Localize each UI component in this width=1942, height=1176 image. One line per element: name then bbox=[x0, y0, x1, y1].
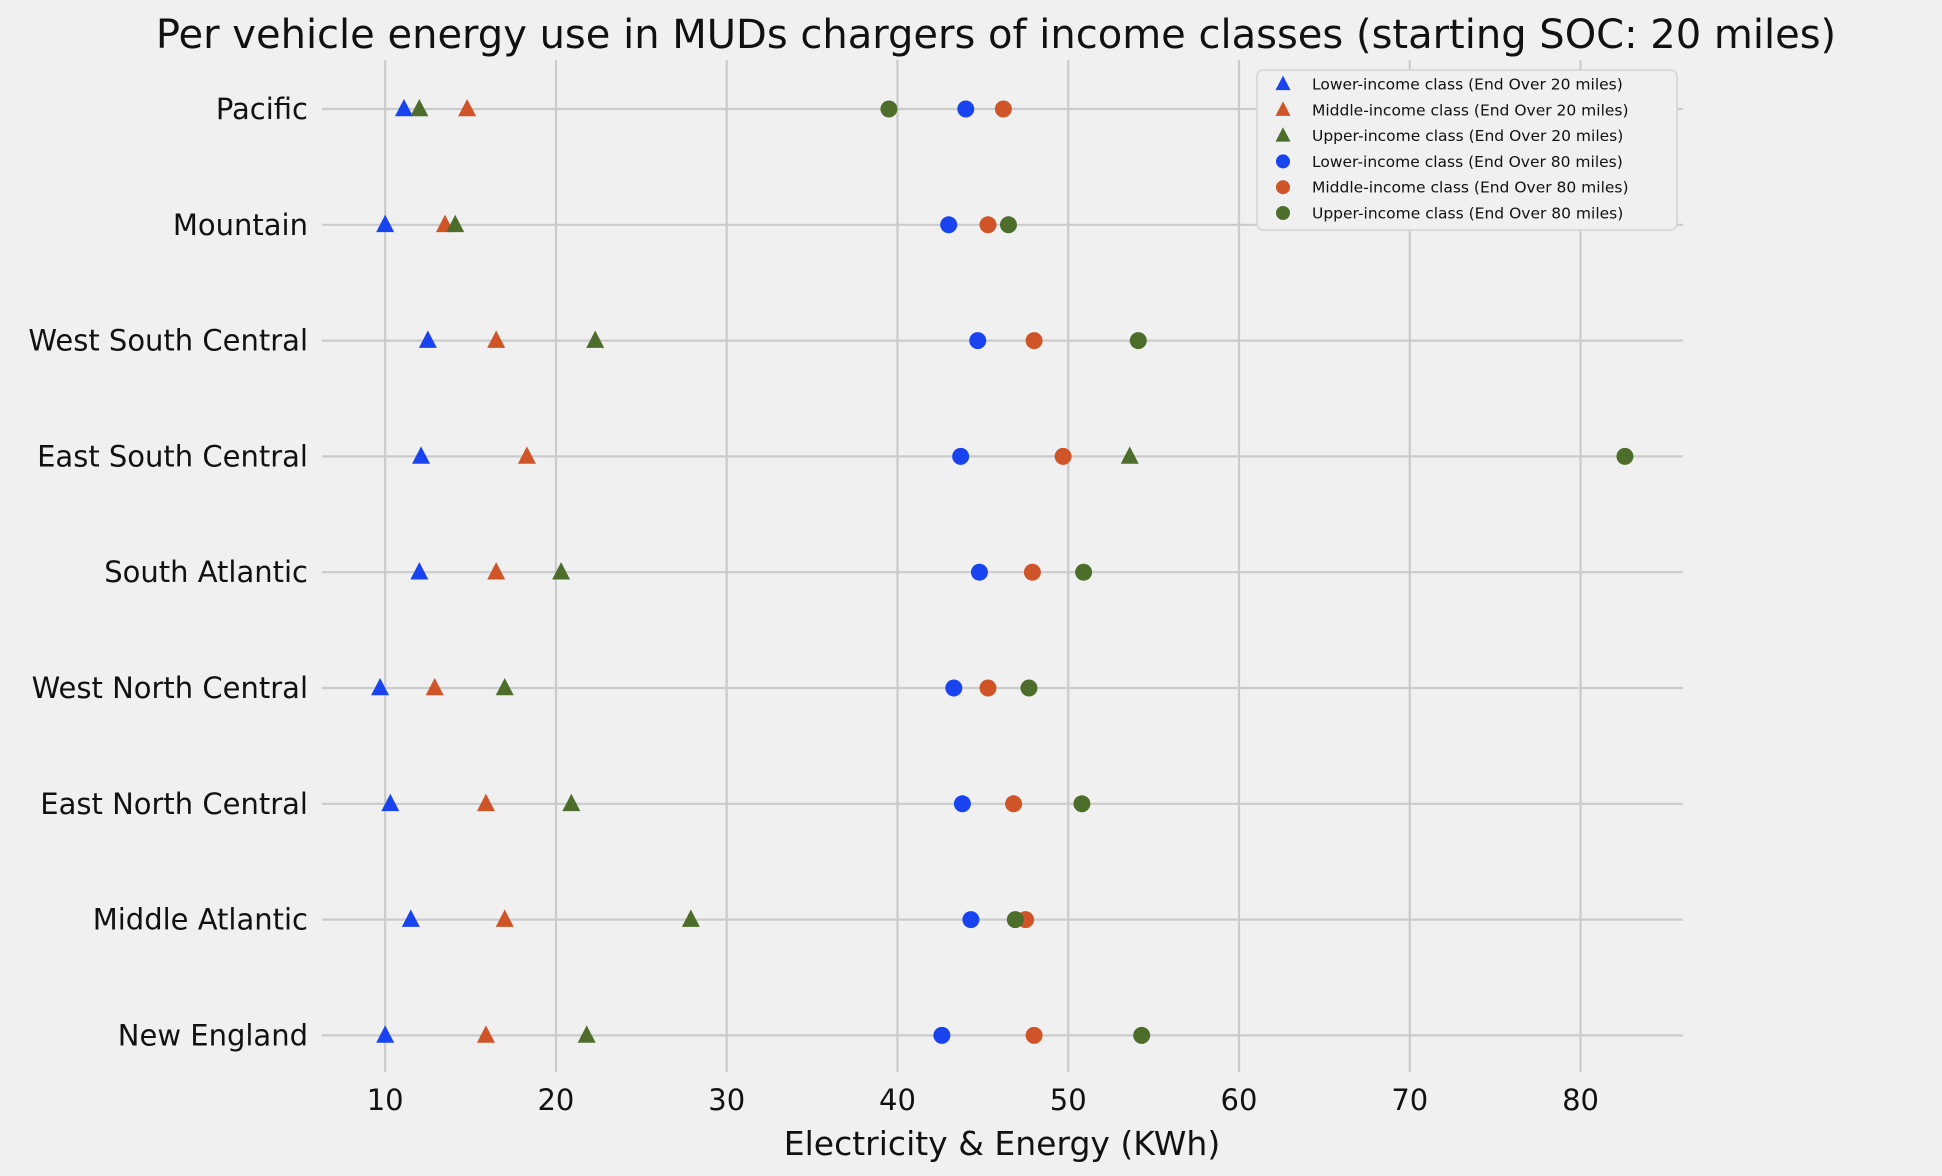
legend: Lower-income class (End Over 20 miles) Mi… bbox=[1256, 69, 1678, 231]
y-tick-label-pacific: Pacific bbox=[216, 92, 308, 126]
triangle-point-upper-income-class-east-north-central bbox=[562, 793, 581, 812]
circle-point-middle-income-class-mountain bbox=[979, 216, 997, 234]
legend-marker-triangle bbox=[1275, 75, 1291, 91]
circle-point-upper-income-class-new-england bbox=[1133, 1026, 1151, 1044]
circle-point-upper-income-class-west-south-central bbox=[1129, 332, 1147, 350]
circle-point-lower-income-class-new-england bbox=[933, 1026, 951, 1044]
triangle-point-upper-income-class-south-atlantic bbox=[552, 562, 571, 580]
triangle-point-upper-income-class-west-north-central bbox=[495, 677, 514, 696]
x-axis-label: Electricity & Energy (KWh) bbox=[784, 1124, 1220, 1163]
circle-point-upper-income-class-pacific bbox=[880, 100, 898, 118]
circle-point-lower-income-class-west-south-central bbox=[969, 332, 987, 350]
circle-point-middle-income-class-pacific bbox=[994, 100, 1012, 118]
x-tick-label: 50 bbox=[1050, 1083, 1087, 1117]
x-tick-label: 30 bbox=[708, 1083, 745, 1117]
x-tick-label: 40 bbox=[879, 1083, 916, 1117]
circle-point-upper-income-class-east-south-central bbox=[1616, 447, 1634, 465]
circle-point-lower-income-class-pacific bbox=[957, 100, 975, 118]
y-tick-label-east-south-central: East South Central bbox=[37, 439, 308, 473]
circle-point-lower-income-class-west-north-central bbox=[945, 679, 963, 697]
legend-label: Middle-income class (End Over 20 miles) bbox=[1312, 101, 1629, 119]
circle-point-middle-income-class-south-atlantic bbox=[1023, 563, 1041, 581]
legend-marker-circle bbox=[1276, 180, 1290, 195]
y-tick-label-east-north-central: East North Central bbox=[40, 787, 308, 821]
chart-title: Per vehicle energy use in MUDs chargers … bbox=[156, 12, 1836, 58]
x-tick-label: 70 bbox=[1391, 1083, 1428, 1117]
triangle-point-lower-income-class-west-south-central bbox=[418, 330, 437, 348]
triangle-point-lower-income-class-east-south-central bbox=[412, 446, 431, 464]
legend-label: Upper-income class (End Over 20 miles) bbox=[1312, 127, 1623, 145]
triangle-point-middle-income-class-south-atlantic bbox=[487, 562, 506, 580]
legend-marker-circle bbox=[1276, 154, 1290, 169]
legend-label: Upper-income class (End Over 80 miles) bbox=[1312, 205, 1623, 223]
circle-point-middle-income-class-east-south-central bbox=[1054, 447, 1072, 465]
y-tick-labels: Pacific Mountain West South Central East So… bbox=[28, 92, 308, 1052]
circle-point-upper-income-class-middle-atlantic bbox=[1006, 911, 1024, 929]
triangle-point-middle-income-class-pacific bbox=[458, 98, 477, 117]
triangle-point-upper-income-class-new-england bbox=[577, 1025, 596, 1043]
triangle-point-lower-income-class-mountain bbox=[376, 214, 395, 233]
x-tick-label: 20 bbox=[537, 1083, 574, 1117]
legend-label: Middle-income class (End Over 80 miles) bbox=[1312, 179, 1629, 197]
circle-point-middle-income-class-east-north-central bbox=[1005, 795, 1023, 813]
legend-marker-circle bbox=[1276, 206, 1290, 220]
y-tick-label-middle-atlantic: Middle Atlantic bbox=[93, 903, 308, 937]
circle-point-middle-income-class-west-north-central bbox=[979, 679, 997, 697]
y-tick-label-south-atlantic: South Atlantic bbox=[104, 555, 308, 589]
circle-point-middle-income-class-new-england bbox=[1025, 1026, 1043, 1044]
circle-point-lower-income-class-east-south-central bbox=[952, 447, 970, 465]
circle-point-lower-income-class-south-atlantic bbox=[970, 563, 988, 581]
triangle-point-upper-income-class-east-south-central bbox=[1120, 446, 1139, 464]
circle-point-middle-income-class-west-south-central bbox=[1025, 332, 1043, 350]
triangle-point-lower-income-class-middle-atlantic bbox=[401, 909, 420, 927]
triangle-point-lower-income-class-east-north-central bbox=[381, 793, 400, 812]
triangle-point-lower-income-class-south-atlantic bbox=[410, 562, 429, 580]
circle-point-lower-income-class-middle-atlantic bbox=[962, 911, 980, 929]
circle-point-upper-income-class-mountain bbox=[999, 216, 1017, 234]
x-tick-labels: 10 20 30 40 50 60 70 80 bbox=[367, 1083, 1599, 1117]
triangle-point-middle-income-class-west-north-central bbox=[425, 677, 444, 696]
y-tick-label-west-north-central: West North Central bbox=[32, 671, 308, 705]
triangle-point-lower-income-class-pacific bbox=[394, 98, 413, 117]
triangle-point-middle-income-class-middle-atlantic bbox=[495, 909, 514, 927]
legend-marker-triangle bbox=[1275, 101, 1291, 116]
legend-label: Lower-income class (End Over 20 miles) bbox=[1312, 76, 1623, 94]
circle-point-upper-income-class-west-north-central bbox=[1020, 679, 1038, 697]
legend-box bbox=[1256, 69, 1678, 231]
triangle-point-middle-income-class-east-south-central bbox=[517, 446, 536, 464]
triangle-point-upper-income-class-mountain bbox=[446, 214, 465, 233]
triangle-point-upper-income-class-west-south-central bbox=[586, 330, 605, 348]
triangle-point-upper-income-class-pacific bbox=[410, 98, 429, 117]
triangle-point-middle-income-class-east-north-central bbox=[476, 793, 495, 812]
legend-marker-triangle bbox=[1275, 127, 1291, 142]
circle-point-upper-income-class-south-atlantic bbox=[1075, 563, 1093, 581]
triangle-point-middle-income-class-new-england bbox=[476, 1025, 495, 1043]
y-tick-label-new-england: New England bbox=[118, 1018, 308, 1052]
data-points bbox=[371, 98, 1634, 1044]
legend-label: Lower-income class (End Over 80 miles) bbox=[1312, 153, 1623, 171]
triangle-point-middle-income-class-west-south-central bbox=[487, 330, 506, 348]
triangle-point-lower-income-class-west-north-central bbox=[371, 677, 390, 696]
x-tick-label: 10 bbox=[367, 1083, 404, 1117]
x-tick-label: 60 bbox=[1221, 1083, 1258, 1117]
triangle-point-lower-income-class-new-england bbox=[376, 1025, 395, 1043]
y-tick-label-mountain: Mountain bbox=[173, 208, 308, 242]
triangle-point-upper-income-class-middle-atlantic bbox=[681, 909, 700, 927]
x-tick-label: 80 bbox=[1562, 1083, 1599, 1117]
circle-point-lower-income-class-east-north-central bbox=[953, 795, 971, 813]
y-tick-label-west-south-central: West South Central bbox=[28, 324, 308, 358]
circle-point-lower-income-class-mountain bbox=[940, 216, 958, 234]
circle-point-upper-income-class-east-north-central bbox=[1073, 795, 1091, 813]
